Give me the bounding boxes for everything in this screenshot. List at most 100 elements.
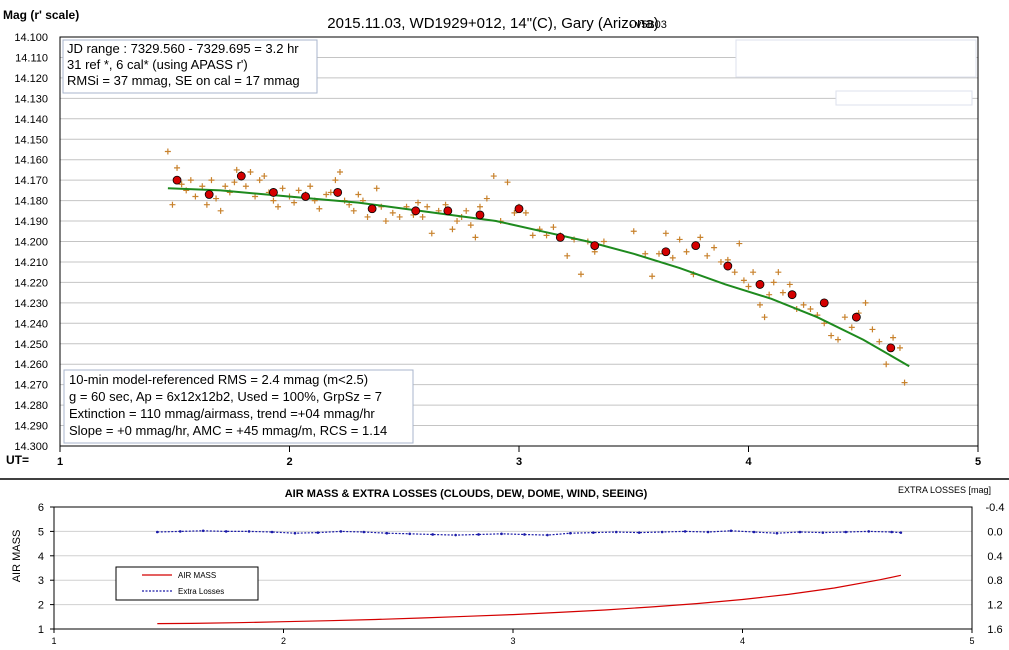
x-tick-label: 2	[281, 636, 286, 646]
data-point-plus	[543, 232, 550, 239]
data-point-plus	[766, 291, 773, 298]
data-point-plus	[428, 230, 435, 237]
data-point-plus	[382, 218, 389, 225]
data-point-plus	[169, 201, 176, 208]
bottom-chart-labels: 1 -0.4 2 0.0 3 0.4 4 0.8 5 1.2 6 1.6 1 2 3 4 5 AIR MASS &…	[11, 485, 1004, 646]
data-point-plus	[415, 199, 422, 206]
extra-losses-point	[569, 531, 572, 535]
data-point-plus	[419, 213, 426, 220]
data-point-plus	[275, 203, 282, 210]
extra-losses-point	[844, 530, 848, 534]
extra-losses-point	[546, 533, 549, 537]
extra-losses-point	[293, 531, 297, 535]
data-point-plus	[862, 299, 869, 306]
binned-data-point	[886, 343, 896, 353]
info-top-line: JD range : 7329.560 - 7329.695 = 3.2 hr	[67, 41, 299, 56]
info-top-line: 31 ref *, 6 cal* (using APASS r')	[67, 57, 248, 72]
data-point-plus	[600, 238, 607, 245]
y-tick-label: 14.280	[14, 400, 48, 412]
x-tick-label: 5	[969, 636, 974, 646]
y-tick-label: 14.140	[14, 114, 48, 126]
bottom-chart-marks	[142, 529, 903, 625]
binned-data-point	[514, 204, 524, 214]
data-point-plus	[323, 191, 330, 198]
data-point-plus	[256, 177, 263, 184]
y-tick-label: 14.250	[14, 339, 48, 351]
data-point-plus	[454, 218, 461, 225]
data-point-plus	[332, 177, 339, 184]
y-tick-label: 14.130	[14, 93, 48, 105]
extra-losses-point	[729, 529, 733, 533]
extra-losses-point	[637, 531, 641, 534]
y-tick-label: 14.110	[15, 52, 48, 64]
x-axis-title: UT=	[6, 453, 29, 467]
data-point-plus	[242, 183, 249, 190]
legend-airmass-label: AIR MASS	[178, 571, 216, 580]
extra-losses-point	[431, 533, 434, 536]
binned-data-point	[755, 280, 765, 289]
extra-losses-point	[247, 530, 251, 533]
y-tick-label: 14.230	[14, 298, 48, 310]
data-point-plus	[483, 195, 490, 202]
data-point-plus	[779, 289, 786, 296]
extra-losses-point	[614, 530, 618, 534]
data-point-plus	[756, 301, 763, 308]
data-point-plus	[901, 379, 908, 386]
extra-losses-point	[592, 531, 595, 534]
data-point-plus	[192, 193, 199, 200]
data-point-plus	[247, 168, 254, 175]
binned-data-point	[723, 261, 733, 271]
data-point-plus	[775, 269, 782, 276]
data-point-plus	[522, 209, 529, 216]
plot-frame	[59, 36, 979, 447]
data-point-plus	[876, 338, 883, 345]
y2-tick-label: 0.4	[987, 551, 1002, 563]
data-point-plus	[676, 236, 683, 243]
extra-losses-point	[339, 530, 343, 533]
data-point-plus	[355, 191, 362, 198]
data-point-plus	[199, 183, 206, 190]
data-point-plus	[213, 195, 220, 202]
y-tick-label: 14.180	[14, 196, 48, 208]
y-tick-label: 5	[38, 526, 44, 538]
data-point-plus	[704, 252, 711, 259]
info-top-line: RMSi = 37 mmag, SE on cal = 17 mmag	[67, 73, 300, 88]
y-tick-label: 2	[38, 600, 44, 612]
binned-data-point	[443, 206, 453, 216]
extra-losses-point	[752, 530, 756, 534]
y-tick-label: 4	[38, 551, 44, 563]
y2-tick-label: -0.4	[986, 502, 1005, 514]
data-point-plus	[711, 244, 718, 251]
binned-data-point	[172, 175, 182, 185]
legend-box	[115, 566, 259, 601]
binned-data-point	[475, 210, 485, 220]
plot-frame	[53, 506, 973, 630]
y-axis-title: Mag (r' scale)	[3, 8, 79, 22]
data-point-plus	[740, 277, 747, 284]
y-tick-label: 14.270	[14, 380, 48, 392]
data-point-plus	[203, 201, 210, 208]
data-point-plus	[307, 183, 314, 190]
y-tick-label: 14.240	[14, 318, 48, 330]
y2-tick-label: 0.0	[987, 526, 1002, 538]
extra-losses-point	[362, 530, 366, 534]
x-tick-label: 3	[516, 456, 522, 468]
x-tick-label: 1	[51, 636, 56, 646]
data-point-plus	[828, 332, 835, 339]
data-point-plus	[869, 326, 876, 333]
extra-losses-point	[890, 530, 893, 534]
extra-losses-point	[385, 531, 389, 535]
data-point-plus	[770, 279, 777, 286]
y-tick-label: 14.160	[14, 155, 48, 167]
binned-data-point	[333, 188, 343, 197]
extra-losses-point	[899, 531, 903, 534]
binned-data-point	[590, 241, 600, 250]
data-point-plus	[669, 254, 676, 261]
x-tick-label: 2	[286, 456, 292, 468]
chart-title-suffix: - v5B03	[629, 19, 667, 31]
info-bottom-line: 10-min model-referenced RMS = 2.4 mmag (…	[69, 372, 368, 387]
y-tick-label: 3	[38, 575, 44, 587]
data-point-plus	[655, 250, 662, 257]
binned-data-point	[661, 247, 671, 257]
data-point-plus	[511, 209, 518, 216]
